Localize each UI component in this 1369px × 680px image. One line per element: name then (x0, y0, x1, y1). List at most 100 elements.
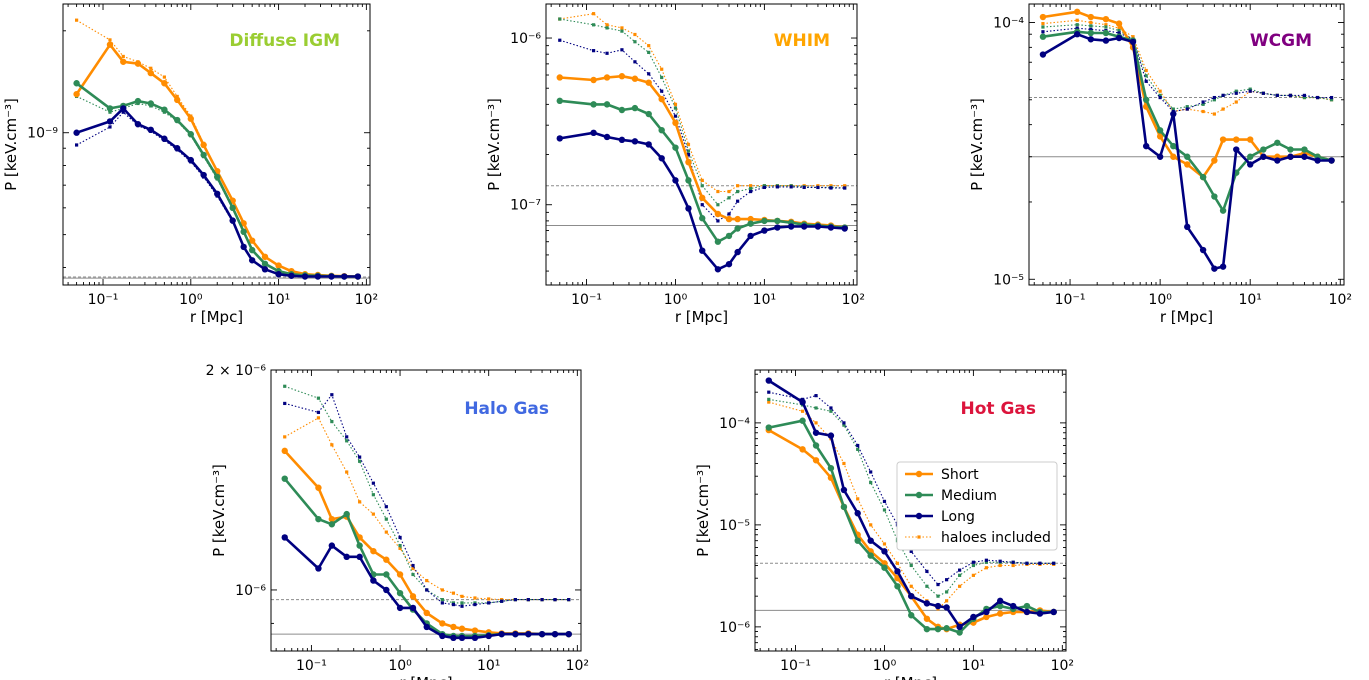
x-tick-label: 10⁻¹ (296, 658, 327, 674)
data-point (1104, 23, 1108, 27)
data-point (945, 590, 949, 594)
data-point (328, 521, 336, 528)
data-point (512, 630, 519, 638)
data-point (200, 151, 207, 159)
data-point (174, 116, 181, 124)
y-axis-label: P [keV.cm⁻³] (2, 98, 20, 191)
data-point (330, 443, 334, 447)
data-point (716, 219, 720, 223)
data-point (134, 60, 142, 67)
data-point (1052, 561, 1056, 565)
panel-title: WHIM (774, 31, 830, 51)
data-point (827, 432, 835, 439)
data-point (147, 126, 154, 134)
data-point (603, 74, 611, 81)
data-point (762, 184, 766, 188)
data-point (590, 101, 597, 108)
data-point (330, 393, 334, 397)
data-point (812, 429, 820, 436)
x-tick-label: 10⁻¹ (88, 292, 119, 308)
data-point (1158, 89, 1162, 93)
data-point (1201, 102, 1205, 106)
data-point (908, 612, 915, 619)
data-point (526, 598, 530, 602)
data-point (727, 189, 731, 194)
plot-area (73, 18, 362, 280)
data-point (485, 632, 492, 640)
data-point (843, 186, 847, 190)
panel-title: Hot Gas (961, 399, 1037, 419)
data-point (633, 32, 637, 37)
data-point (672, 144, 679, 151)
data-point (1184, 223, 1191, 231)
data-point (487, 601, 491, 605)
x-tick-label: 10² (842, 292, 865, 308)
data-point (673, 106, 678, 110)
data-point (1247, 136, 1254, 143)
data-point (925, 569, 929, 573)
data-point (984, 560, 988, 564)
data-point (1075, 18, 1079, 22)
data-point (620, 26, 624, 30)
data-point (1234, 89, 1238, 93)
data-point (500, 599, 504, 603)
data-point (1329, 95, 1334, 100)
data-point (440, 601, 444, 605)
data-point (734, 248, 741, 256)
y-tick-label: 2 × 10⁻⁶ (206, 363, 267, 379)
data-point (923, 600, 931, 607)
data-point (605, 51, 609, 55)
data-point (458, 634, 466, 642)
data-point (1315, 95, 1320, 100)
data-point (1142, 142, 1150, 150)
data-point (998, 559, 1002, 563)
series-medium-haloes-included- (74, 94, 360, 279)
data-point (620, 48, 624, 52)
data-point (984, 566, 988, 570)
data-point (590, 129, 597, 137)
data-point (1089, 27, 1093, 31)
x-axis-label: r [Mpc] (884, 674, 937, 680)
x-tick-label: 10⁰ (179, 292, 203, 308)
data-point (591, 49, 596, 53)
data-point (842, 423, 846, 427)
data-point (1221, 107, 1225, 111)
data-point (240, 228, 247, 235)
data-point (1248, 89, 1252, 93)
series-short (556, 73, 848, 231)
x-tick-label: 10² (1051, 658, 1074, 674)
legend-swatch-marker (915, 512, 923, 520)
data-point (73, 129, 80, 136)
data-point (1073, 8, 1081, 16)
data-point (672, 177, 679, 184)
data-point (384, 505, 388, 509)
data-point (1144, 74, 1148, 78)
data-point (214, 190, 221, 198)
data-point (161, 106, 168, 113)
data-point (840, 503, 848, 511)
data-point (1117, 31, 1121, 35)
data-point (1117, 28, 1121, 33)
data-point (134, 120, 142, 128)
data-point (605, 23, 609, 27)
data-point (658, 126, 665, 134)
data-point (647, 50, 651, 54)
data-point (958, 573, 962, 577)
data-point (358, 500, 362, 504)
data-point (840, 486, 848, 494)
data-point (789, 185, 793, 189)
legend-box (896, 461, 1058, 551)
data-point (856, 443, 860, 448)
data-point (1170, 110, 1177, 118)
data-point (411, 572, 415, 577)
x-tick-label: 10¹ (1238, 292, 1261, 308)
series-short (281, 447, 572, 638)
data-point (398, 544, 402, 548)
data-point (248, 246, 256, 254)
data-point (736, 199, 740, 203)
data-point (1184, 153, 1191, 160)
data-point (396, 589, 404, 597)
data-point (1102, 29, 1110, 37)
data-point (814, 394, 818, 398)
